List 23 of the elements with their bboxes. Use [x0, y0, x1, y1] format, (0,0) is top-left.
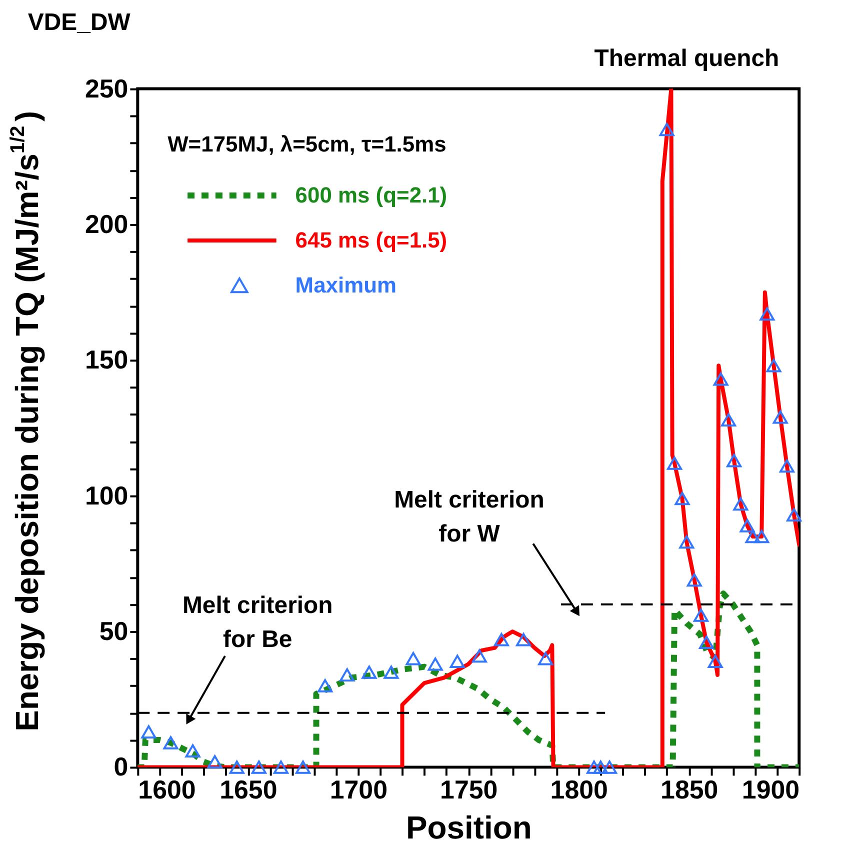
- x-tick-label: 1600: [138, 776, 196, 805]
- legend-title: W=175MJ, λ=5cm, τ=1.5ms: [168, 132, 446, 157]
- y-tick-label: 100: [84, 482, 128, 510]
- annotation: Melt criterion for W: [394, 486, 544, 548]
- y-tick-label: 0: [114, 754, 128, 782]
- x-tick-label: 1700: [330, 776, 388, 805]
- y-axis-title: Energy deposition during TQ (MJ/m²/s1/2): [6, 110, 45, 732]
- x-tick-label: 1800: [550, 776, 608, 805]
- y-tick-label: 150: [84, 346, 128, 375]
- text: Thermal quench: [594, 44, 780, 72]
- y-tick-label: 50: [99, 618, 128, 646]
- chart-title: VDE_DW: [28, 8, 131, 36]
- legend-label: 600 ms (q=2.1): [295, 182, 448, 208]
- y-tick-label: 250: [84, 75, 128, 104]
- legend-label: 645 ms (q=1.5): [295, 227, 448, 252]
- y-tick-label: 200: [84, 210, 128, 239]
- x-tick-label: 1850: [660, 776, 718, 805]
- x-tick-label: 1750: [440, 776, 498, 805]
- x-tick-label: 1900: [742, 776, 800, 805]
- legend-label: Maximum: [295, 272, 396, 298]
- annotation: Melt criterion for Be: [182, 592, 333, 654]
- x-tick-label: 1650: [220, 776, 278, 805]
- x-axis-title: Position: [406, 810, 532, 846]
